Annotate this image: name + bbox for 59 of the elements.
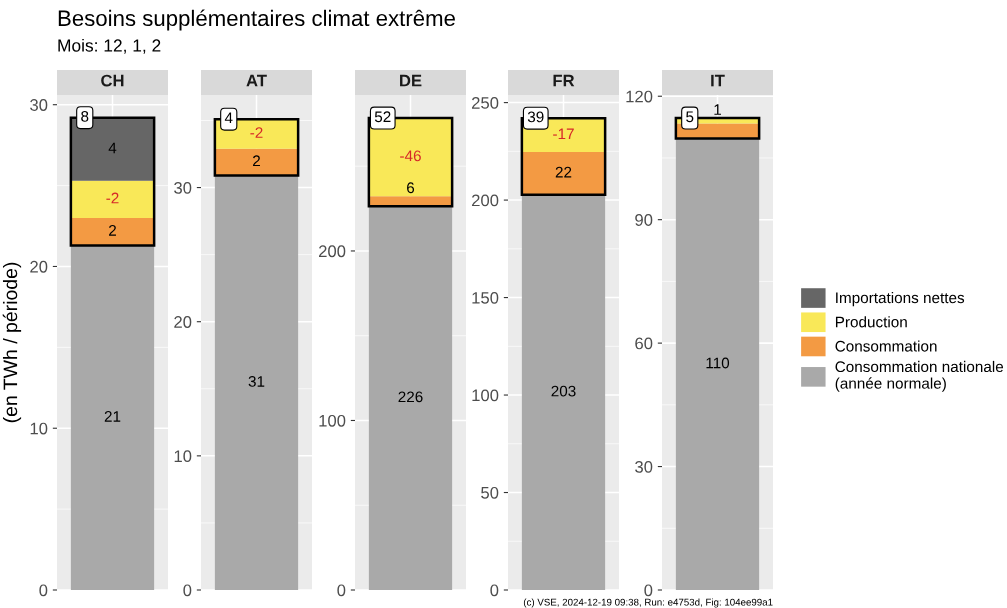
- y-tick-label: 0: [39, 584, 48, 597]
- annotation: 52: [374, 111, 391, 123]
- data-label: 21: [104, 411, 121, 422]
- text: Besoins supplémentaires climat extrême: [58, 9, 455, 31]
- y-tick-label: 150: [472, 291, 499, 304]
- bar: [70, 180, 155, 218]
- legend-label: Consommation: [835, 340, 937, 352]
- bar: [70, 217, 155, 246]
- y-tick-label: 30: [174, 181, 192, 194]
- x-tick-label: AT: [246, 74, 267, 87]
- data-label: 226: [398, 391, 423, 403]
- y-tick-label: 0: [490, 584, 499, 597]
- y-tick-label: 30: [635, 460, 653, 473]
- data-label: 2: [253, 155, 260, 167]
- x-tick-label: FR: [553, 74, 575, 87]
- y-tick-label: 100: [472, 389, 499, 402]
- data-label: 6: [407, 182, 415, 194]
- y-tick-label: 10: [30, 422, 48, 435]
- y-axis-title: (en TWh / période): [2, 262, 22, 423]
- legend-label: Consommation nationale (année normale): [835, 360, 1004, 392]
- y-tick-label: 10: [174, 450, 192, 463]
- bar: [521, 152, 606, 195]
- legend-label: Importations nettes: [836, 291, 965, 307]
- data-label: 31: [248, 376, 265, 387]
- annotation: 39: [527, 111, 544, 123]
- data-label: 2: [109, 224, 116, 236]
- y-tick-label: 30: [30, 99, 48, 111]
- y-tick-label: 200: [319, 245, 346, 258]
- y-tick-label: 20: [174, 316, 192, 328]
- y-tick-label: 0: [183, 584, 192, 597]
- data-label: 203: [551, 385, 576, 397]
- y-tick-label: 0: [337, 584, 346, 597]
- y-tick-label: 120: [626, 90, 653, 103]
- x-tick-label: CH: [101, 74, 124, 87]
- x-tick-label: DE: [400, 74, 422, 87]
- data-label: 22: [555, 166, 572, 178]
- annotation: -2: [250, 127, 263, 138]
- legend-label: Production: [835, 316, 907, 328]
- y-tick-label: 250: [472, 97, 499, 109]
- y-tick-label: 200: [472, 194, 499, 207]
- data-label: 110: [706, 357, 730, 369]
- annotation: -46: [400, 150, 421, 162]
- x-tick-label: IT: [711, 74, 725, 87]
- chart-subtitle: Mois: 12, 1, 2: [58, 38, 161, 54]
- y-tick-label: 100: [319, 414, 346, 427]
- annotation: 4: [224, 112, 233, 124]
- y-tick-label: 0: [644, 584, 653, 597]
- y-tick-label: 60: [635, 337, 653, 350]
- bar: [70, 245, 155, 590]
- y-tick-label: 50: [481, 486, 499, 499]
- y-tick-label: 20: [30, 260, 48, 273]
- annotation: 8: [81, 110, 89, 122]
- text: (c) VSE, 2024-12-19 09:38, Run: e4753d, Fig: 104ee99a1: [523, 598, 773, 608]
- data-label: 4: [108, 142, 117, 154]
- annotation: -2: [106, 192, 119, 204]
- data-label: 1: [714, 104, 721, 115]
- y-tick-label: 90: [635, 214, 653, 226]
- annotation: -17: [553, 128, 574, 140]
- annotation: 5: [686, 111, 694, 123]
